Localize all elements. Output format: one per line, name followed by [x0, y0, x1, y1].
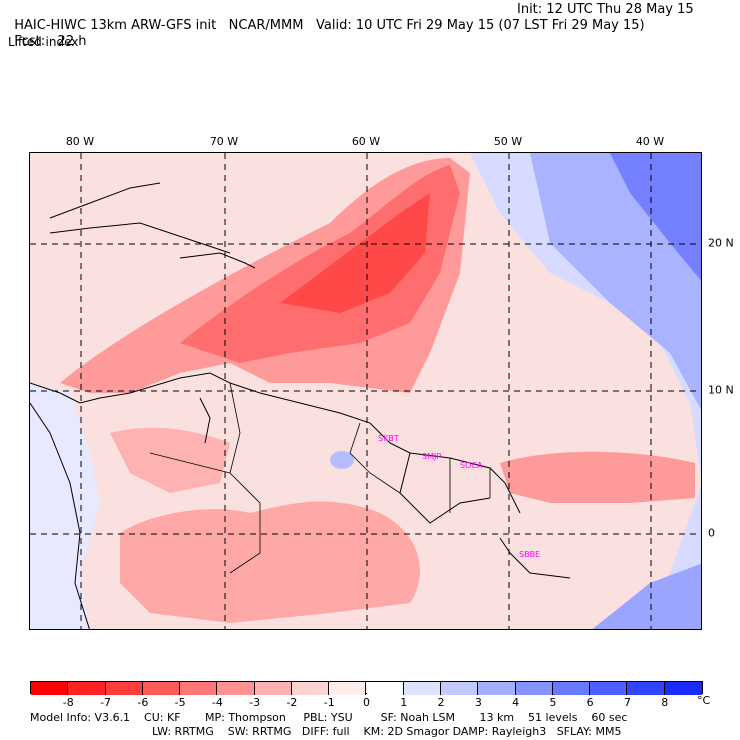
- colorbar-cell: [105, 682, 143, 695]
- colorbar-cell: [68, 682, 106, 695]
- colorbar-cell: [291, 682, 330, 695]
- colorbar-tick-label: -4: [211, 696, 223, 709]
- fcst-label: Fcst:: [14, 34, 46, 49]
- lon-label-60w: 60 W: [351, 135, 381, 148]
- stable-blob: [330, 451, 354, 469]
- unstable-band-core: [180, 165, 460, 363]
- colorbar-cell: [142, 682, 181, 695]
- lat-label-10n: 10 N: [708, 383, 734, 397]
- colorbar-cell: [180, 682, 218, 695]
- colorbar-tick-label: -6: [137, 696, 149, 709]
- colorbar-unit: °C: [697, 694, 711, 707]
- colorbar-tick-label: -2: [286, 696, 298, 709]
- colorbar-tick-label: -8: [62, 696, 74, 709]
- colorbar-tick-label: 3: [474, 696, 482, 709]
- unstable-region-equatorial: [500, 451, 695, 503]
- lon-label-40w: 40 W: [635, 135, 665, 148]
- colorbar: [30, 681, 703, 695]
- colorbar-tick-label: 6: [586, 696, 594, 709]
- country-borders: [149, 382, 491, 574]
- lat-label-0: 0: [708, 526, 715, 540]
- colorbar-tick-label: 8: [661, 696, 669, 709]
- model-info-line2: LW: RRTMG SW: RRTMG DIFF: full KM: 2D Sm…: [152, 725, 622, 738]
- site-label-sbbe: SBBE: [519, 550, 541, 559]
- unstable-region-south: [120, 501, 420, 623]
- colorbar-cell: [217, 682, 255, 695]
- colorbar-tick-label: 4: [512, 696, 520, 709]
- unstable-region-central: [110, 427, 230, 493]
- init-time: Init: 12 UTC Thu 28 May 15: [517, 2, 694, 17]
- colorbar-cell: [403, 682, 442, 695]
- colorbar-cell: [254, 682, 292, 695]
- unstable-band-max: [280, 193, 430, 313]
- colorbar-tick-label: 1: [400, 696, 408, 709]
- colorbar-tick-label: -7: [100, 696, 112, 709]
- model-title-text: HAIC-HIWC 13km ARW-GFS init: [14, 18, 217, 33]
- stable-region-west: [30, 383, 100, 629]
- colorbar-tick-label: 5: [549, 696, 557, 709]
- colorbar-tick-label: -5: [174, 696, 186, 709]
- site-label-smjp: SMJP: [422, 452, 442, 461]
- fcst-value: 22 h: [57, 34, 87, 49]
- org-text: NCAR/MMM: [228, 18, 304, 33]
- model-title: HAIC-HIWC 13km ARW-GFS init NCAR/MMM: [6, 2, 303, 34]
- site-label-soca: SOCA: [460, 461, 483, 470]
- colorbar-tick-label: -1: [323, 696, 335, 709]
- colorbar-cell: [31, 682, 69, 695]
- lifted-index-field: [30, 153, 701, 629]
- model-info-line1: Model Info: V3.6.1 CU: KF MP: Thompson P…: [30, 711, 628, 724]
- colorbar-cell: [627, 682, 665, 695]
- colorbar-cell: [552, 682, 591, 695]
- colorbar-tick-label: -3: [249, 696, 261, 709]
- colorbar-cell: [590, 682, 628, 695]
- lat-lon-grid: [30, 153, 701, 629]
- colorbar-tick-label: 2: [437, 696, 445, 709]
- colorbar-cell: [366, 682, 404, 695]
- colorbar-cell: [515, 682, 553, 695]
- site-label-skbt: SKBT: [378, 434, 399, 443]
- lon-label-50w: 50 W: [493, 135, 523, 148]
- stable-region-ne-max: [610, 153, 701, 281]
- lon-label-70w: 70 W: [209, 135, 239, 148]
- colorbar-tick-label: 7: [623, 696, 631, 709]
- field-name: Lifted index: [8, 35, 79, 49]
- stable-region-se: [592, 563, 701, 629]
- lat-label-20n: 20 N: [708, 236, 734, 250]
- colorbar-cell: [478, 682, 516, 695]
- colorbar-tick-label: 0: [363, 696, 370, 709]
- colorbar-cell: [664, 682, 702, 695]
- valid-time: Valid: 10 UTC Fri 29 May 15 (07 LST Fri …: [316, 18, 645, 33]
- lon-label-80w: 80 W: [65, 135, 95, 148]
- coastlines: [30, 182, 571, 629]
- colorbar-cell: [441, 682, 479, 695]
- colorbar-cell: [329, 682, 367, 695]
- map-panel: SKBT SMJP SOCA SBBE: [29, 152, 702, 630]
- forecast-hour: Fcst: 22 h: [6, 18, 86, 50]
